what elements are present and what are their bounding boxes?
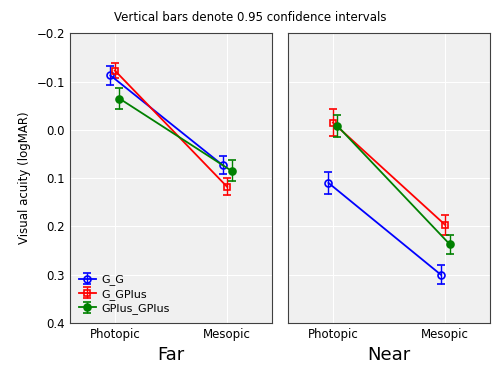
X-axis label: Far: Far: [158, 346, 184, 364]
Y-axis label: Visual acuity (logMAR): Visual acuity (logMAR): [18, 112, 31, 244]
Text: Vertical bars denote 0.95 confidence intervals: Vertical bars denote 0.95 confidence int…: [114, 11, 386, 24]
X-axis label: Near: Near: [368, 346, 410, 364]
Legend: G_G, G_GPlus, GPlus_GPlus: G_G, G_GPlus, GPlus_GPlus: [76, 271, 173, 317]
